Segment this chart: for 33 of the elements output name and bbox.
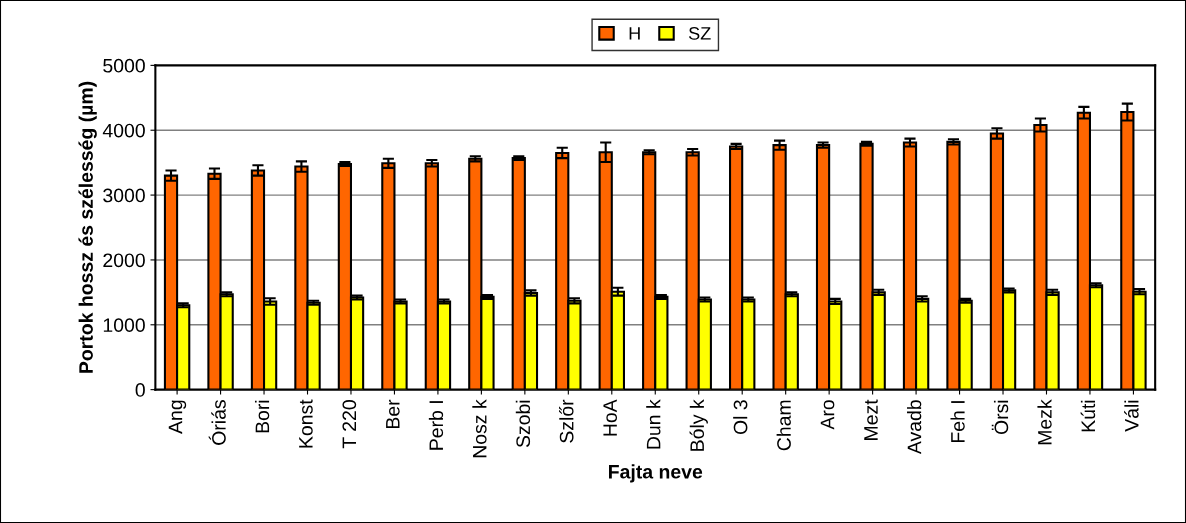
- x-tick-label: Mezt: [864, 399, 878, 440]
- y-axis-title: Portok hossz és szélesség (µm): [78, 81, 97, 373]
- legend-label: H: [629, 27, 640, 40]
- x-tick-label: Ol 3: [733, 400, 748, 435]
- x-tick-label: Bori: [254, 400, 270, 433]
- x-tick-label: Szlőr: [559, 399, 574, 443]
- x-tick-label: Aro: [820, 400, 835, 430]
- x-tick-label: T 220: [342, 400, 357, 449]
- x-tick-label: HoA: [603, 399, 618, 436]
- x-tick-label: Cham: [776, 400, 791, 451]
- y-tick-label: 1000: [103, 318, 145, 333]
- x-tick-label: Ang: [168, 400, 187, 434]
- legend-label: SZ: [688, 26, 711, 40]
- y-tick-label: 5000: [103, 58, 145, 73]
- x-tick-label: Feh I: [950, 401, 965, 443]
- y-tick-label: 0: [135, 383, 145, 397]
- x-tick-label: Avadb: [907, 400, 922, 455]
- x-tick-label: Konst: [299, 399, 313, 448]
- x-tick-label: Váli: [1124, 400, 1139, 432]
- x-axis-title: Fajta neve: [609, 464, 703, 483]
- x-tick-label: Örsi: [991, 400, 1009, 435]
- x-tick-label: Nosz k: [472, 399, 487, 458]
- x-tick-label: Dun k: [646, 399, 661, 449]
- x-tick-label: Mezk: [1037, 399, 1052, 445]
- x-tick-label: Ber: [386, 399, 400, 429]
- y-tick-label: 4000: [102, 123, 145, 138]
- x-tick-label: Bóly k: [689, 399, 708, 451]
- x-tick-label: Kúti: [1080, 400, 1096, 432]
- x-tick-label: Szobi: [515, 400, 531, 448]
- x-tick-label: Óriás: [208, 400, 226, 445]
- y-tick-label: 2000: [103, 253, 145, 268]
- x-tick-label: Perb I: [428, 401, 444, 450]
- y-tick-label: 3000: [103, 188, 145, 203]
